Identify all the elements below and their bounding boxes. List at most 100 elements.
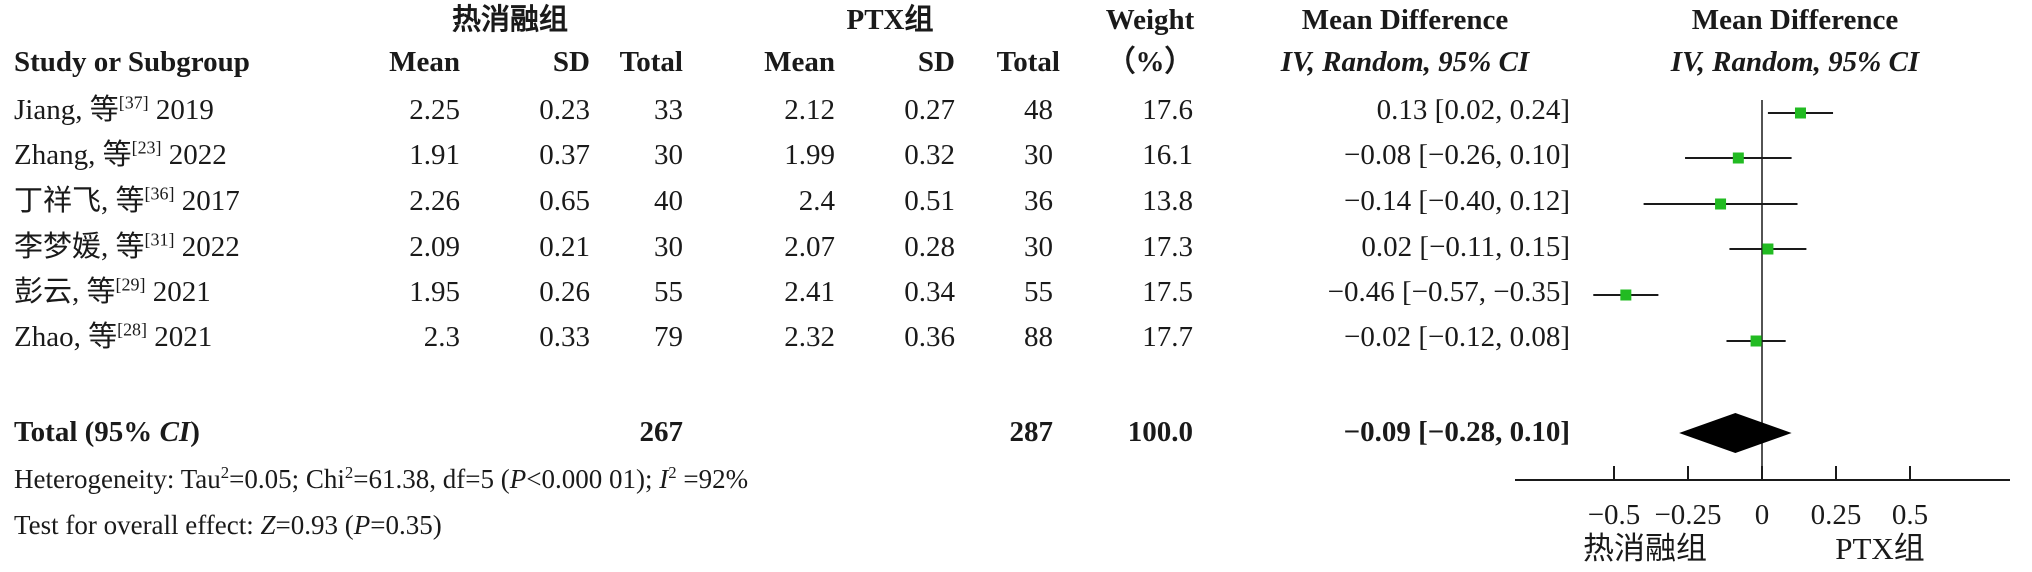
- md-method-text: IV, Random, 95% CI: [1280, 46, 1530, 78]
- study-estimate-marker: [1750, 335, 1762, 347]
- cell-n1: 33: [654, 94, 683, 126]
- cell-weight: 16.1: [1142, 139, 1193, 171]
- cell-m1: 2.26: [409, 185, 460, 217]
- cell-sd1: 0.26: [539, 276, 590, 308]
- cell-md: −0.02 [−0.12, 0.08]: [1343, 321, 1570, 353]
- cell-md: 0.13 [0.02, 0.24]: [1376, 94, 1570, 126]
- cell-sd1: 0.23: [539, 94, 590, 126]
- total-n1: 267: [639, 416, 684, 448]
- study-column-header: Study or Subgroup: [14, 46, 250, 78]
- study-estimate-marker: [1762, 243, 1774, 255]
- cell-md: 0.02 [−0.11, 0.15]: [1361, 231, 1570, 263]
- study-estimate-marker: [1715, 198, 1727, 210]
- total-label: Total (95% CI): [14, 416, 200, 448]
- mean1-header: Mean: [389, 46, 460, 78]
- cell-n2: 88: [1024, 321, 1053, 353]
- cell-n2: 55: [1024, 276, 1053, 308]
- cell-m1: 2.3: [423, 321, 460, 353]
- left-favours-label: 热消融组: [1583, 531, 1707, 566]
- study-estimate-marker: [1620, 289, 1632, 301]
- heterogeneity-text: Heterogeneity: Tau2=0.05; Chi2=61.38, df…: [14, 463, 749, 494]
- cell-sd2: 0.27: [904, 94, 955, 126]
- study-reference: [23]: [131, 137, 162, 158]
- total2-header: Total: [996, 46, 1060, 78]
- study-author: Jiang, 等: [14, 94, 119, 126]
- weight-unit-header: （%）: [1106, 46, 1194, 78]
- study-author: 李梦媛, 等: [14, 231, 145, 263]
- right-favours-label: PTX组: [1835, 531, 1925, 566]
- sd2-header: SD: [917, 46, 955, 78]
- study-year: 2021: [145, 276, 211, 308]
- study-reference: [36]: [144, 183, 175, 204]
- plot-title-header: Mean Difference: [1691, 4, 1899, 36]
- group2-header: PTX组: [846, 4, 934, 36]
- x-tick-label: −0.25: [1654, 499, 1721, 531]
- study-year: 2022: [161, 139, 227, 171]
- cell-weight: 17.5: [1142, 276, 1193, 308]
- study-estimate-marker: [1732, 152, 1744, 164]
- cell-n1: 30: [654, 231, 683, 263]
- cell-n2: 30: [1024, 139, 1053, 171]
- study-year: 2017: [174, 185, 240, 217]
- cell-m2: 2.4: [798, 185, 835, 217]
- total-weight: 100.0: [1127, 416, 1193, 448]
- plot-method-header: IV, Random, 95% CI: [1630, 48, 1960, 77]
- cell-m1: 2.25: [409, 94, 460, 126]
- study-reference: [37]: [118, 92, 149, 113]
- cell-sd1: 0.21: [539, 231, 590, 263]
- cell-sd2: 0.32: [904, 139, 955, 171]
- study-name: Jiang, 等[37] 2019: [14, 93, 214, 126]
- total-n2: 287: [1009, 416, 1054, 448]
- study-author: 彭云, 等: [14, 276, 116, 308]
- md-title-header: Mean Difference: [1301, 4, 1509, 36]
- weight-header: Weight: [1105, 4, 1195, 36]
- cell-sd2: 0.51: [904, 185, 955, 217]
- x-tick-label: −0.5: [1588, 499, 1641, 531]
- study-author: Zhang, 等: [14, 139, 132, 171]
- overall-effect-text: Test for overall effect: Z=0.93 (P=0.35): [14, 510, 442, 540]
- md-method-header: IV, Random, 95% CI: [1240, 48, 1570, 77]
- study-reference: [29]: [115, 274, 146, 295]
- cell-sd2: 0.36: [904, 321, 955, 353]
- cell-md: −0.14 [−0.40, 0.12]: [1343, 185, 1570, 217]
- cell-m2: 2.41: [784, 276, 835, 308]
- cell-n2: 30: [1024, 231, 1053, 263]
- cell-sd1: 0.33: [539, 321, 590, 353]
- study-name: 彭云, 等[29] 2021: [14, 275, 211, 308]
- cell-md: −0.08 [−0.26, 0.10]: [1343, 139, 1570, 171]
- cell-m1: 2.09: [409, 231, 460, 263]
- total1-header: Total: [619, 46, 683, 78]
- cell-sd1: 0.65: [539, 185, 590, 217]
- cell-m2: 2.07: [784, 231, 835, 263]
- cell-sd2: 0.34: [904, 276, 955, 308]
- study-author: 丁祥飞, 等: [14, 185, 145, 217]
- study-name: Zhang, 等[23] 2022: [14, 138, 227, 171]
- cell-weight: 13.8: [1142, 185, 1193, 217]
- cell-weight: 17.7: [1142, 321, 1193, 353]
- mean2-header: Mean: [764, 46, 835, 78]
- cell-m2: 1.99: [784, 139, 835, 171]
- study-estimate-marker: [1794, 107, 1806, 119]
- x-tick-label: 0.25: [1811, 499, 1862, 531]
- cell-weight: 17.6: [1142, 94, 1193, 126]
- cell-m2: 2.32: [784, 321, 835, 353]
- plot-method-text: IV, Random, 95% CI: [1670, 46, 1920, 78]
- total-md: −0.09 [−0.28, 0.10]: [1343, 416, 1570, 448]
- study-year: 2019: [148, 94, 214, 126]
- cell-n2: 48: [1024, 94, 1053, 126]
- x-tick-label: 0.5: [1892, 499, 1928, 531]
- cell-sd2: 0.28: [904, 231, 955, 263]
- cell-n1: 30: [654, 139, 683, 171]
- study-year: 2022: [174, 231, 240, 263]
- x-tick-label: 0: [1755, 499, 1770, 531]
- cell-weight: 17.3: [1142, 231, 1193, 263]
- cell-n1: 79: [654, 321, 683, 353]
- study-name: 丁祥飞, 等[36] 2017: [14, 184, 240, 217]
- pooled-estimate-diamond: [1679, 413, 1792, 453]
- study-name: 李梦媛, 等[31] 2022: [14, 230, 240, 263]
- study-reference: [31]: [144, 229, 175, 250]
- cell-n1: 40: [654, 185, 683, 217]
- cell-n1: 55: [654, 276, 683, 308]
- group1-header: 热消融组: [451, 4, 568, 36]
